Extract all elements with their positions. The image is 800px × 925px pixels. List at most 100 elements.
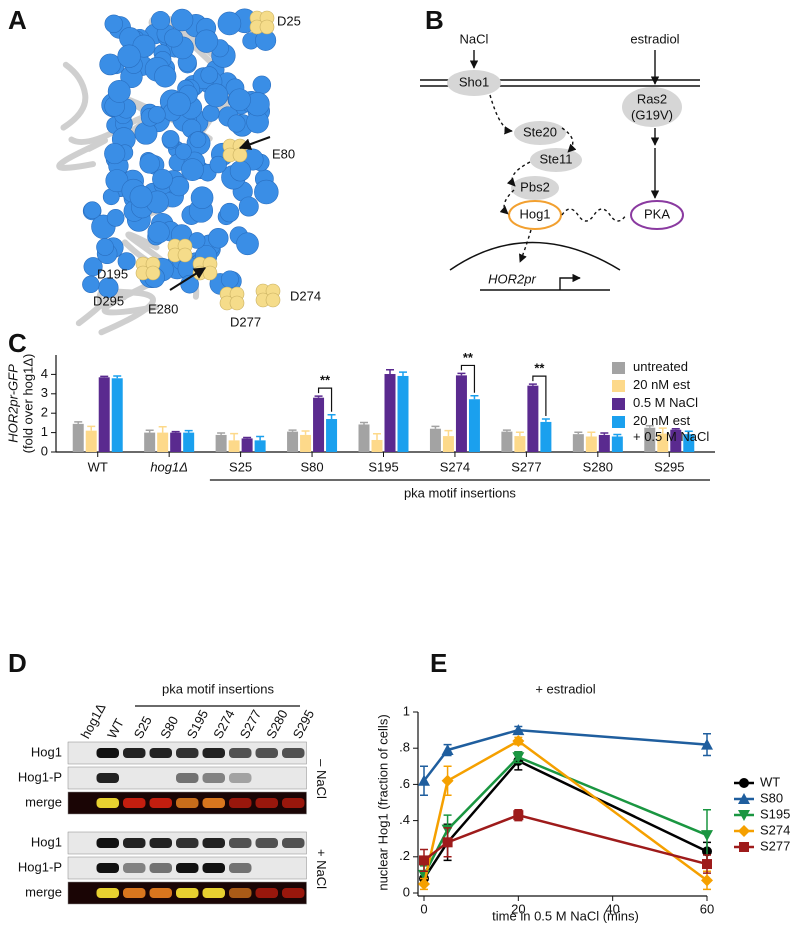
error-bar bbox=[386, 368, 394, 375]
series-line bbox=[423, 728, 708, 782]
band bbox=[202, 798, 225, 808]
bar bbox=[287, 431, 299, 452]
error-bar bbox=[184, 429, 193, 433]
error-bar bbox=[645, 425, 654, 428]
residue-sphere bbox=[259, 19, 275, 35]
residue-sphere bbox=[202, 265, 218, 281]
band bbox=[96, 748, 119, 758]
error-bar bbox=[457, 372, 466, 376]
y-tick-label: 2 bbox=[41, 405, 48, 420]
node bbox=[447, 70, 501, 96]
sphere bbox=[189, 131, 207, 149]
band bbox=[229, 773, 252, 783]
bar bbox=[572, 434, 584, 452]
sphere bbox=[82, 275, 100, 294]
node-label: Ste11 bbox=[539, 151, 572, 166]
bar bbox=[111, 378, 123, 452]
residue-sphere bbox=[265, 292, 281, 308]
nucleus bbox=[449, 241, 621, 271]
marker bbox=[738, 810, 750, 821]
band bbox=[202, 888, 225, 898]
bar bbox=[514, 436, 526, 452]
band bbox=[255, 838, 278, 848]
condition-label: – NaCl bbox=[314, 759, 329, 799]
error-bar bbox=[113, 375, 122, 379]
sphere bbox=[104, 14, 123, 34]
y-axis-label: HOR2pr-GFP bbox=[5, 364, 20, 443]
band bbox=[149, 838, 172, 848]
panel-letter: B bbox=[425, 5, 444, 35]
marker bbox=[701, 830, 713, 842]
y-tick-label: 0 bbox=[41, 443, 48, 458]
band bbox=[149, 888, 172, 898]
error-bar bbox=[587, 431, 596, 437]
band bbox=[255, 798, 278, 808]
marker bbox=[418, 877, 430, 890]
error-bar bbox=[671, 427, 680, 430]
marker bbox=[512, 724, 525, 736]
band bbox=[149, 748, 172, 758]
x-tick-label: S277 bbox=[511, 459, 541, 474]
sphere bbox=[202, 104, 220, 122]
x-tick-label: 60 bbox=[700, 901, 714, 916]
sphere bbox=[208, 228, 229, 249]
error-bar bbox=[658, 427, 667, 434]
arrow bbox=[169, 267, 207, 291]
y-tick-label: 4 bbox=[41, 366, 48, 381]
y-tick-label: 0 bbox=[403, 884, 410, 899]
sphere bbox=[194, 29, 219, 53]
marker bbox=[512, 752, 525, 764]
node-label: Pbs2 bbox=[520, 179, 550, 194]
sphere bbox=[252, 75, 272, 95]
marker bbox=[738, 793, 750, 804]
legend-swatch bbox=[612, 398, 625, 410]
error-bar bbox=[528, 383, 537, 386]
band bbox=[229, 748, 252, 758]
sphere bbox=[254, 179, 279, 205]
input-label: estradiol bbox=[630, 31, 679, 46]
legend-label: S277 bbox=[760, 838, 790, 853]
legend-label: 0.5 M NaCl bbox=[633, 395, 698, 410]
group-label: pka motif insertions bbox=[404, 485, 516, 500]
significance-label: ** bbox=[463, 350, 474, 365]
bar bbox=[670, 429, 682, 452]
legend-swatch bbox=[612, 380, 625, 392]
y-tick-label: .4 bbox=[399, 812, 410, 827]
marker bbox=[701, 738, 713, 750]
series-line bbox=[423, 813, 708, 866]
band bbox=[176, 748, 199, 758]
legend-label: S195 bbox=[760, 806, 790, 821]
arrow bbox=[519, 229, 532, 263]
sphere bbox=[152, 168, 173, 190]
x-tick-label: S274 bbox=[440, 459, 470, 474]
x-tick-label: 20 bbox=[511, 901, 525, 916]
bar bbox=[683, 434, 695, 452]
error-bar bbox=[74, 421, 83, 424]
band bbox=[176, 888, 199, 898]
error-bar bbox=[373, 433, 381, 440]
y-tick-label: 3 bbox=[41, 385, 48, 400]
bar bbox=[527, 385, 539, 452]
error-bar bbox=[574, 431, 583, 435]
significance-bracket bbox=[532, 375, 547, 417]
sphere bbox=[209, 155, 227, 174]
error-bar bbox=[600, 432, 609, 435]
error-bar bbox=[158, 426, 167, 433]
error-bar bbox=[431, 425, 440, 429]
legend-label: S80 bbox=[760, 790, 783, 805]
row-label: Hog1-P bbox=[18, 769, 62, 784]
blot-header: pka motif insertions bbox=[162, 681, 274, 696]
marker bbox=[739, 778, 749, 788]
sphere bbox=[236, 232, 259, 256]
band bbox=[123, 798, 146, 808]
band bbox=[176, 773, 199, 783]
marker bbox=[418, 774, 430, 786]
sphere bbox=[200, 66, 219, 84]
bar bbox=[468, 399, 480, 452]
sphere bbox=[99, 53, 121, 76]
error-bar bbox=[87, 425, 96, 431]
bar bbox=[429, 428, 441, 452]
marker bbox=[513, 810, 524, 821]
marker bbox=[738, 825, 750, 837]
